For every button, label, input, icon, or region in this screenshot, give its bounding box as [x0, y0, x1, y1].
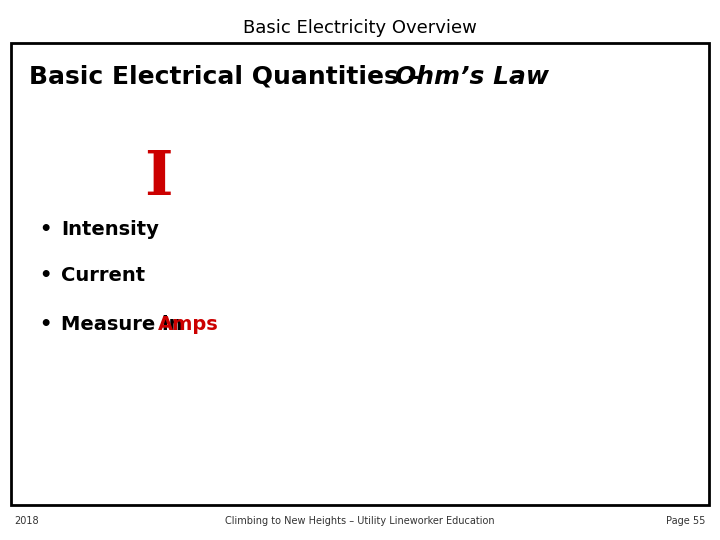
- Text: Current: Current: [61, 266, 145, 285]
- Text: I: I: [144, 148, 173, 208]
- Text: I: I: [444, 314, 464, 357]
- Text: •: •: [40, 266, 52, 285]
- Circle shape: [397, 167, 625, 395]
- Text: Ohm’s Law: Ohm’s Law: [395, 65, 549, 89]
- Text: Climbing to New Heights – Utility Lineworker Education: Climbing to New Heights – Utility Linewo…: [225, 516, 495, 526]
- Text: Basic Electrical Quantities –: Basic Electrical Quantities –: [29, 65, 428, 89]
- Text: Page 55: Page 55: [666, 516, 706, 526]
- Text: •: •: [40, 314, 52, 334]
- Text: •: •: [40, 220, 52, 239]
- Text: E: E: [494, 208, 528, 251]
- Text: 2018: 2018: [14, 516, 39, 526]
- Text: Basic Electricity Overview: Basic Electricity Overview: [243, 19, 477, 37]
- Text: Measure in: Measure in: [61, 314, 189, 334]
- Text: R: R: [549, 314, 587, 357]
- Text: Intensity: Intensity: [61, 220, 159, 239]
- Text: Amps: Amps: [158, 314, 219, 334]
